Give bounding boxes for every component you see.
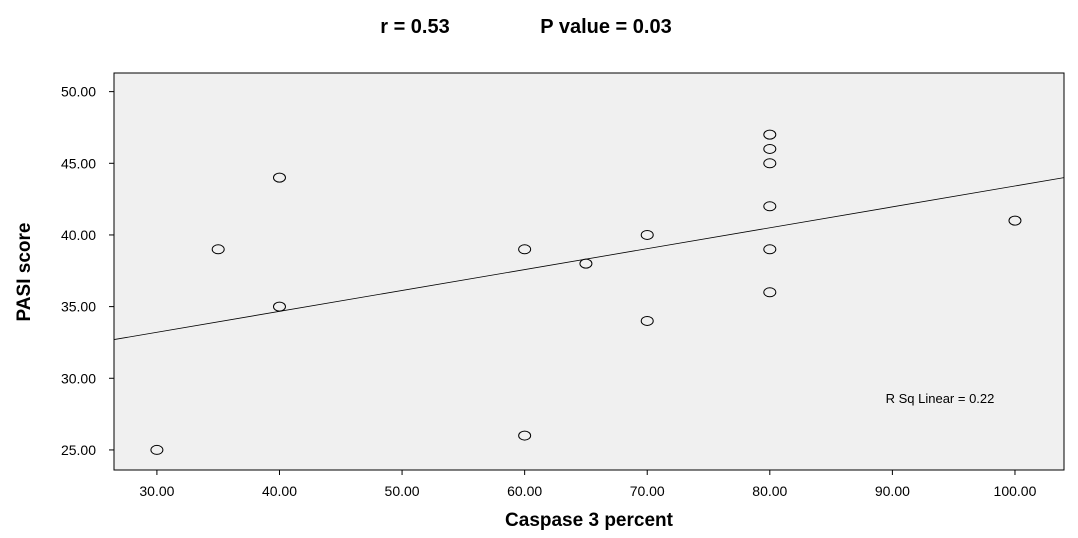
data-point — [272, 301, 286, 312]
chart-title-p: P value = 0.03 — [540, 16, 671, 38]
x-tick-label: 90.00 — [875, 483, 910, 499]
fit-line-group — [113, 177, 1065, 340]
y-axis: 25.00 30.00 35.00 40.00 45.00 50.00 — [61, 84, 114, 458]
data-point — [763, 201, 777, 212]
data-point — [763, 287, 777, 298]
data-point — [763, 158, 777, 169]
x-tick-label: 70.00 — [630, 483, 665, 499]
chart-title-r: r = 0.53 — [380, 16, 450, 38]
data-point — [211, 244, 225, 255]
data-point — [640, 315, 654, 326]
regression-line — [113, 177, 1065, 340]
data-point — [640, 229, 654, 240]
y-tick-label: 40.00 — [61, 227, 96, 243]
x-tick-label: 40.00 — [262, 483, 297, 499]
data-point — [150, 444, 164, 455]
x-axis-title: Caspase 3 percent — [505, 510, 674, 531]
data-point — [518, 244, 532, 255]
data-point — [763, 244, 777, 255]
x-tick-label: 50.00 — [385, 483, 420, 499]
x-tick-label: 30.00 — [139, 483, 174, 499]
y-tick-label: 50.00 — [61, 84, 96, 100]
data-point — [1008, 215, 1022, 226]
y-tick-label: 30.00 — [61, 370, 96, 386]
plot-area — [113, 72, 1065, 471]
data-point — [272, 172, 286, 183]
y-tick-label: 25.00 — [61, 442, 96, 458]
x-tick-label: 60.00 — [507, 483, 542, 499]
x-tick-label: 100.00 — [994, 483, 1037, 499]
data-point — [518, 430, 532, 441]
x-tick-label: 80.00 — [752, 483, 787, 499]
data-point — [579, 258, 593, 269]
points-group — [150, 129, 1022, 455]
y-tick-label: 35.00 — [61, 299, 96, 315]
data-point — [763, 143, 777, 154]
x-axis: 30.00 40.00 50.00 60.00 70.00 80.00 90.00 100.0… — [139, 470, 1037, 499]
r-squared-annotation: R Sq Linear = 0.22 — [886, 391, 995, 406]
data-point — [763, 129, 777, 140]
y-axis-title: PASI score — [14, 223, 35, 322]
y-tick-label: 45.00 — [61, 155, 96, 171]
